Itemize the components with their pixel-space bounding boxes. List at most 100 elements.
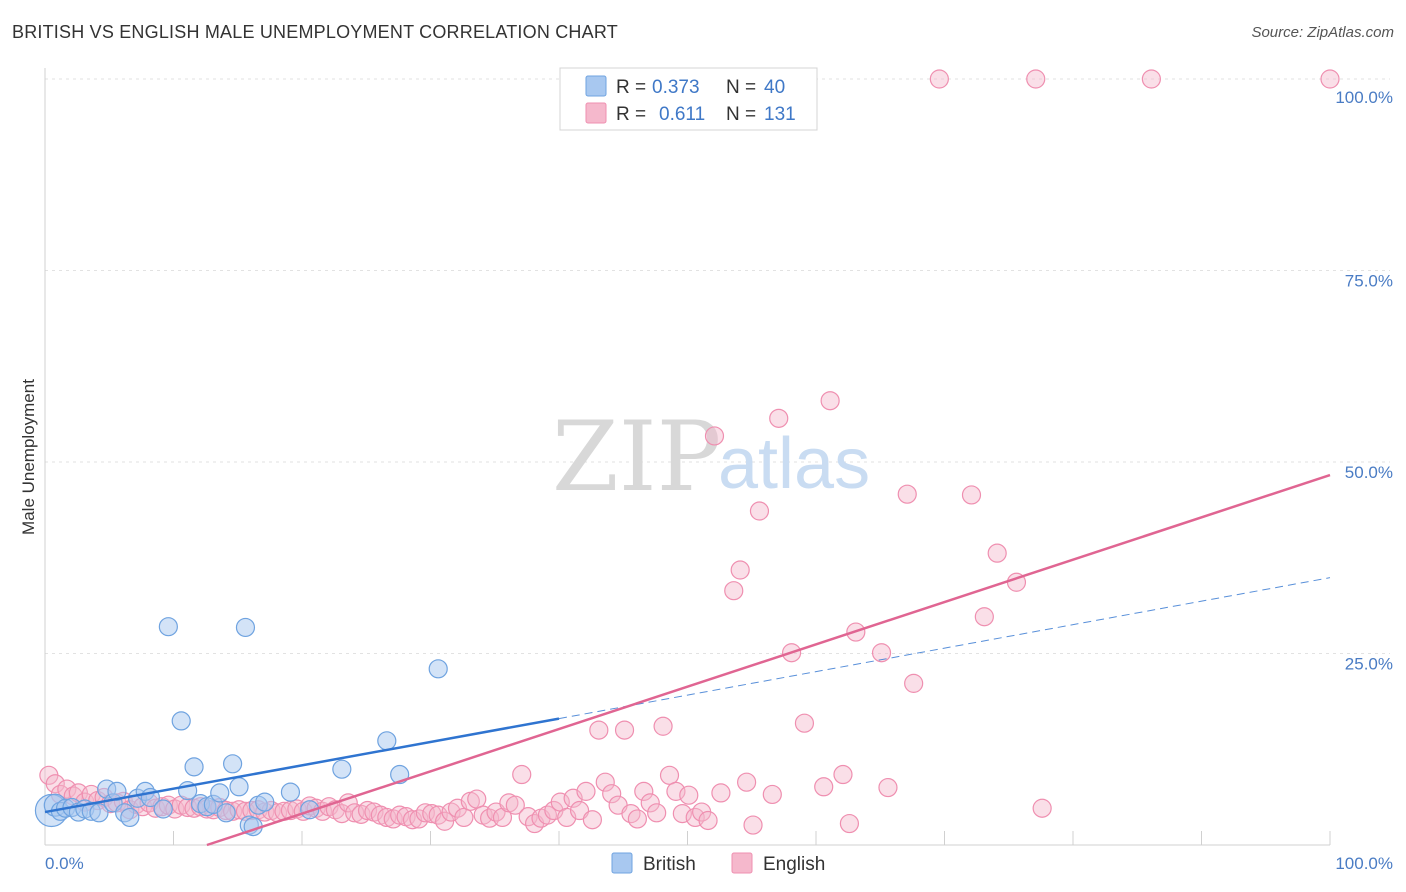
english-point-1 — [45, 774, 65, 794]
british-point-28 — [229, 777, 249, 797]
english-point-126 — [974, 607, 994, 627]
british-point-11 — [107, 781, 127, 801]
english-point-97 — [659, 765, 680, 785]
british-point-39 — [377, 731, 397, 751]
bottom-legend-label-english: English — [763, 854, 825, 875]
english-point-103 — [698, 810, 718, 831]
watermark-atlas: atlas — [718, 424, 870, 504]
english-point-110 — [749, 501, 770, 521]
english-point-88 — [602, 784, 622, 804]
chart-title: BRITISH VS ENGLISH MALE UNEMPLOYMENT COR… — [12, 22, 618, 42]
english-point-125 — [961, 485, 982, 505]
british-point-26 — [216, 803, 236, 823]
english-point-55 — [390, 805, 410, 825]
english-point-92 — [627, 809, 647, 829]
legend-swatch-english — [585, 102, 607, 124]
english-point-127 — [987, 543, 1007, 563]
english-point-96 — [653, 716, 673, 736]
british-point-25 — [210, 783, 230, 803]
english-point-104 — [704, 426, 725, 446]
y-tick-label-1: 50.0% — [1345, 463, 1393, 482]
watermark-zip: ZIP — [552, 401, 721, 513]
english-point-67 — [467, 789, 487, 809]
legend-r-label-british: R = — [616, 77, 646, 98]
english-point-106 — [724, 581, 744, 601]
x-tick-label-1: 100.0% — [1335, 854, 1393, 873]
english-point-87 — [595, 772, 615, 792]
english-point-129 — [1026, 69, 1046, 89]
british-point-8 — [89, 803, 109, 823]
english-point-120 — [871, 643, 892, 663]
english-point-90 — [614, 720, 635, 740]
english-point-124 — [929, 69, 949, 89]
british-trend-line — [44, 717, 560, 814]
legend-r-value-english: 0.611 — [659, 104, 705, 125]
axes — [44, 68, 1331, 846]
watermark: ZIP atlas — [552, 401, 870, 513]
british-point-38 — [428, 659, 448, 679]
english-point-74 — [512, 764, 532, 785]
y-tick-labels: 25.0% 50.0% 75.0% 100.0% — [1335, 88, 1393, 674]
british-point-33 — [255, 792, 275, 812]
english-trend-line — [206, 473, 1331, 847]
y-axis-label: Male Unemployment — [19, 379, 38, 535]
english-point-50 — [357, 800, 378, 821]
english-point-123 — [897, 484, 917, 504]
x-tick-label-0: 0.0% — [45, 854, 84, 873]
y-tick-label-3: 100.0% — [1335, 88, 1393, 107]
y-tick-label-0: 25.0% — [1345, 655, 1393, 674]
english-point-121 — [878, 777, 898, 798]
english-point-84 — [576, 781, 596, 801]
english-point-117 — [833, 764, 853, 785]
bottom-legend: British English — [611, 852, 825, 875]
source-credit: Source: ZipAtlas.com — [1251, 24, 1394, 41]
bottom-legend-swatch-english — [731, 852, 753, 874]
english-point-99 — [672, 803, 692, 824]
grid-lines — [45, 78, 1390, 654]
british-point-13 — [120, 807, 140, 828]
english-point-108 — [737, 772, 757, 792]
legend-r-value-british: 0.373 — [652, 77, 700, 98]
english-point-65 — [454, 807, 474, 828]
legend-r-label-english: R = — [616, 104, 646, 125]
english-point-47 — [338, 793, 358, 813]
legend-n-value-british: 40 — [764, 77, 785, 98]
british-point-21 — [184, 757, 204, 777]
english-point-116 — [820, 391, 840, 411]
english-point-131 — [1141, 69, 1161, 89]
legend-n-value-english: 131 — [764, 104, 796, 125]
legend-n-label-english: N = — [726, 104, 756, 125]
y-tick-label-2: 75.0% — [1345, 272, 1393, 291]
british-point-27 — [223, 754, 243, 774]
legend-n-label-british: N = — [726, 77, 756, 98]
english-point-94 — [640, 793, 660, 813]
english-point-73 — [505, 795, 525, 815]
english-point-109 — [743, 815, 763, 835]
english-point-100 — [679, 785, 699, 805]
english-point-105 — [711, 783, 731, 803]
british-trend-extension — [558, 577, 1331, 720]
english-point-130 — [1032, 798, 1052, 818]
british-point-29 — [235, 617, 256, 638]
british-point-18 — [158, 617, 178, 637]
english-point-118 — [839, 813, 860, 834]
english-point-114 — [794, 713, 815, 733]
english-point-85 — [582, 810, 603, 830]
english-point-86 — [589, 720, 609, 740]
english-point-91 — [621, 803, 641, 824]
british-point-19 — [171, 711, 191, 731]
legend: R = 0.373 N = 40 R = 0.611 N = 131 — [559, 67, 818, 131]
british-point-34 — [280, 782, 301, 802]
british-point-35 — [300, 800, 320, 820]
legend-swatch-british — [585, 75, 607, 97]
english-point-112 — [769, 408, 789, 428]
english-point-132 — [1320, 69, 1340, 89]
english-point-122 — [904, 673, 924, 693]
british-point-36 — [332, 759, 352, 779]
bottom-legend-label-british: British — [643, 854, 696, 875]
english-point-93 — [634, 781, 654, 801]
bottom-legend-swatch-british — [611, 852, 633, 874]
english-point-98 — [666, 781, 686, 801]
trend-lines — [44, 473, 1331, 847]
british-point-17 — [153, 799, 173, 819]
